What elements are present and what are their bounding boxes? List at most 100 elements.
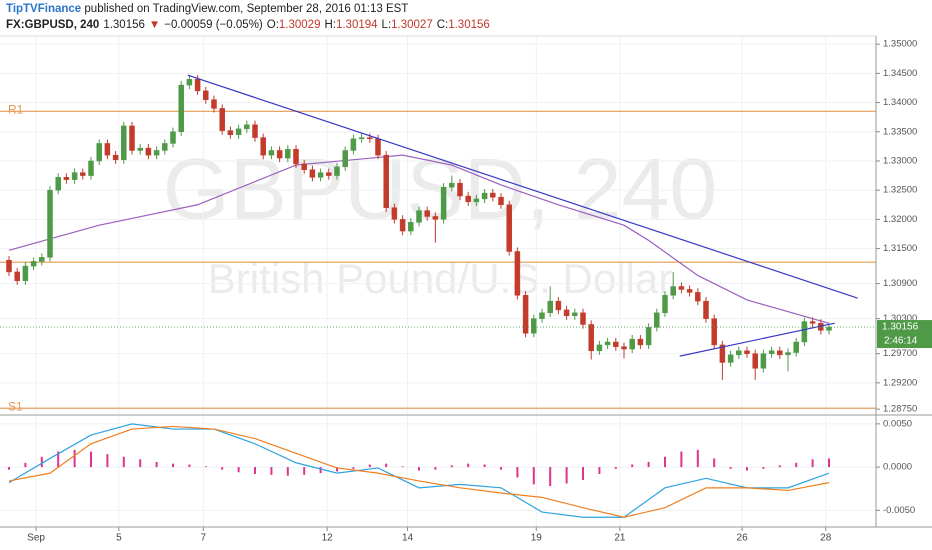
candle-body: [145, 147, 152, 156]
histogram-bar: [8, 467, 10, 470]
candle-body: [350, 138, 357, 151]
c: C:: [436, 19, 449, 31]
histogram-bar: [762, 467, 765, 469]
candle-body: [498, 196, 504, 206]
arrow: ▼: [148, 19, 161, 31]
o: O:: [266, 19, 279, 31]
candle-body: [334, 166, 340, 176]
histogram-bar: [565, 467, 568, 484]
candle-body: [760, 353, 767, 369]
close: 1.30156: [448, 19, 490, 31]
candle-body: [662, 295, 668, 314]
candle-body: [457, 182, 463, 197]
histogram-bar: [139, 459, 142, 468]
x-tick-label: 5: [116, 533, 122, 544]
histogram-bar: [696, 449, 699, 468]
candle-body: [391, 207, 398, 220]
candle-body: [637, 338, 644, 346]
histogram-bar: [336, 467, 338, 472]
candle-body: [539, 312, 545, 319]
candle-body: [88, 160, 94, 176]
histogram-bar: [24, 462, 27, 468]
candle-body: [416, 210, 422, 223]
histogram-bar: [319, 467, 322, 474]
candle-body: [104, 143, 111, 156]
x-tick-label: 14: [402, 533, 414, 544]
candle-body: [555, 300, 562, 311]
histogram-bar: [729, 467, 732, 469]
candle-body: [604, 341, 611, 346]
x-tick-label: 21: [614, 533, 626, 544]
candle-body: [39, 257, 45, 262]
y-tick-label: 1.29200: [883, 377, 917, 388]
histogram-bar: [385, 463, 388, 468]
candle-body: [71, 172, 78, 180]
candle-body: [408, 222, 414, 232]
candle-body: [473, 198, 480, 203]
candle-body: [137, 147, 143, 151]
histogram-bar: [746, 467, 748, 471]
histogram-bar: [811, 459, 814, 468]
histogram-bar: [500, 467, 502, 470]
candle-body: [777, 350, 783, 356]
candle-body: [30, 261, 37, 267]
candle-body: [244, 124, 250, 130]
histogram-bar: [352, 467, 355, 469]
histogram-bar: [532, 467, 535, 485]
candle-body: [695, 292, 701, 302]
x-tick-label: 28: [820, 533, 832, 544]
histogram-bar: [286, 467, 289, 476]
candle-body: [440, 186, 447, 220]
candle-body: [432, 216, 439, 220]
histogram-bar: [664, 456, 666, 468]
level-label: S1: [8, 399, 23, 413]
candle-body: [178, 84, 184, 133]
y-tick-label: 1.29700: [883, 348, 917, 359]
histogram-bar: [483, 464, 486, 468]
candle-body: [121, 125, 127, 161]
watermark-sub: British Pound/U.S. Dollar: [208, 255, 673, 302]
macd-line: [8, 423, 830, 518]
change: −0.00059 (−0.05%): [164, 19, 263, 31]
candle-body: [727, 354, 734, 363]
candle-body: [678, 286, 685, 290]
candle-body: [227, 130, 234, 135]
candle-body: [63, 177, 70, 180]
candle-body: [703, 300, 709, 319]
x-tick-label: 12: [322, 533, 334, 544]
histogram-bar: [188, 464, 191, 468]
histogram-bar: [40, 456, 43, 468]
candle-body: [809, 321, 816, 324]
histogram-bar: [303, 467, 306, 475]
y-tick-label: 1.32500: [883, 185, 917, 196]
histogram-bar: [713, 458, 716, 468]
candle-body: [194, 78, 201, 92]
candle-body: [572, 312, 578, 316]
candle-body: [129, 125, 135, 151]
histogram-bar: [598, 467, 601, 475]
y-tick-label: 1.33500: [883, 126, 917, 137]
histogram-bar: [582, 467, 584, 481]
candle-body: [162, 143, 168, 151]
histogram-bar: [778, 465, 781, 468]
candle-body: [465, 195, 471, 203]
candle-body: [170, 131, 176, 144]
author[interactable]: TipTVFinance: [6, 3, 82, 15]
candle-body: [219, 108, 225, 131]
candle-body: [490, 192, 496, 198]
candle-body: [309, 169, 316, 178]
low: 1.30027: [391, 19, 433, 31]
y-tick-label: 1.30300: [883, 313, 917, 324]
x-tick-label: 19: [531, 533, 543, 544]
candle-body: [96, 143, 102, 162]
candle-body: [645, 327, 652, 346]
candle-body: [801, 321, 808, 343]
candle-body: [276, 150, 283, 159]
candle-body: [736, 350, 742, 356]
candle-body: [522, 295, 529, 334]
candle-body: [629, 338, 635, 350]
histogram-bar: [204, 466, 207, 468]
histogram-bar: [450, 465, 453, 468]
level-label: R1: [8, 103, 24, 117]
